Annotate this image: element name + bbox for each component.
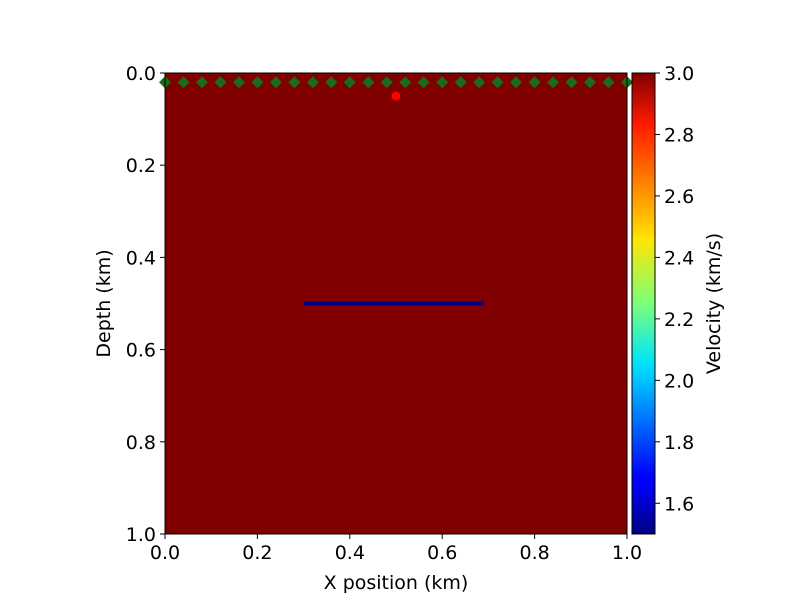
- receiver-marker: [510, 76, 523, 89]
- x-tick-label: 0.8: [519, 542, 549, 564]
- receiver-marker: [306, 76, 319, 89]
- y-tick-label: 1.0: [126, 524, 156, 546]
- receiver-marker: [584, 76, 597, 89]
- y-tick-label: 0.6: [126, 340, 156, 362]
- receiver-marker: [214, 76, 227, 89]
- colorbar-tick-label: 1.6: [664, 493, 694, 515]
- receiver-marker: [380, 76, 393, 89]
- receiver-marker: [288, 76, 301, 89]
- receiver-marker: [547, 76, 560, 89]
- colorbar-tick-label: 2.4: [664, 247, 694, 269]
- colorbar-tick-label: 2.0: [664, 370, 694, 392]
- y-tick-label: 0.8: [126, 432, 156, 454]
- colorbar-label: Velocity (km/s): [703, 233, 725, 374]
- colorbar-tick-label: 2.6: [664, 186, 694, 208]
- receiver-marker: [528, 76, 541, 89]
- receiver-marker: [362, 76, 375, 89]
- colorbar-tick-label: 1.8: [664, 432, 694, 454]
- colorbar-tick-label: 2.2: [664, 309, 694, 331]
- colorbar-tick-label: 3.0: [664, 63, 694, 85]
- receiver-marker: [232, 76, 245, 89]
- receiver-marker: [251, 76, 264, 89]
- x-tick-label: 1.0: [612, 542, 642, 564]
- y-axis-label: Depth (km): [93, 249, 115, 357]
- x-tick-label: 0.4: [335, 542, 365, 564]
- colorbar: [631, 72, 656, 535]
- y-tick-label: 0.4: [126, 247, 156, 269]
- source-marker: [391, 91, 401, 101]
- receiver-marker: [454, 76, 467, 89]
- colorbar-ticks: 1.6 1.8 2.0 2.2 2.4 2.6 2.8 3.0: [655, 63, 694, 515]
- receiver-marker: [473, 76, 486, 89]
- receiver-marker: [177, 76, 190, 89]
- x-tick-label: 0.0: [150, 542, 180, 564]
- receiver-marker: [269, 76, 282, 89]
- receiver-marker: [325, 76, 338, 89]
- receiver-marker: [417, 76, 430, 89]
- receiver-marker: [491, 76, 504, 89]
- y-axis-ticks: 0.0 0.2 0.4 0.6 0.8 1.0: [126, 63, 165, 546]
- y-tick-label: 0.2: [126, 155, 156, 177]
- x-axis-label: X position (km): [324, 572, 469, 594]
- y-tick-label: 0.0: [126, 63, 156, 85]
- receiver-marker: [602, 76, 615, 89]
- receiver-marker: [436, 76, 449, 89]
- colorbar-tick-label: 2.8: [664, 124, 694, 146]
- x-tick-label: 0.2: [242, 542, 272, 564]
- receiver-marker: [399, 76, 412, 89]
- x-tick-label: 0.6: [427, 542, 457, 564]
- x-axis-ticks: 0.0 0.2 0.4 0.6 0.8 1.0: [150, 534, 642, 564]
- receiver-marker: [343, 76, 356, 89]
- receiver-markers: [159, 76, 633, 89]
- plot-frame: [164, 72, 628, 535]
- receiver-marker: [565, 76, 578, 89]
- receiver-marker: [195, 76, 208, 89]
